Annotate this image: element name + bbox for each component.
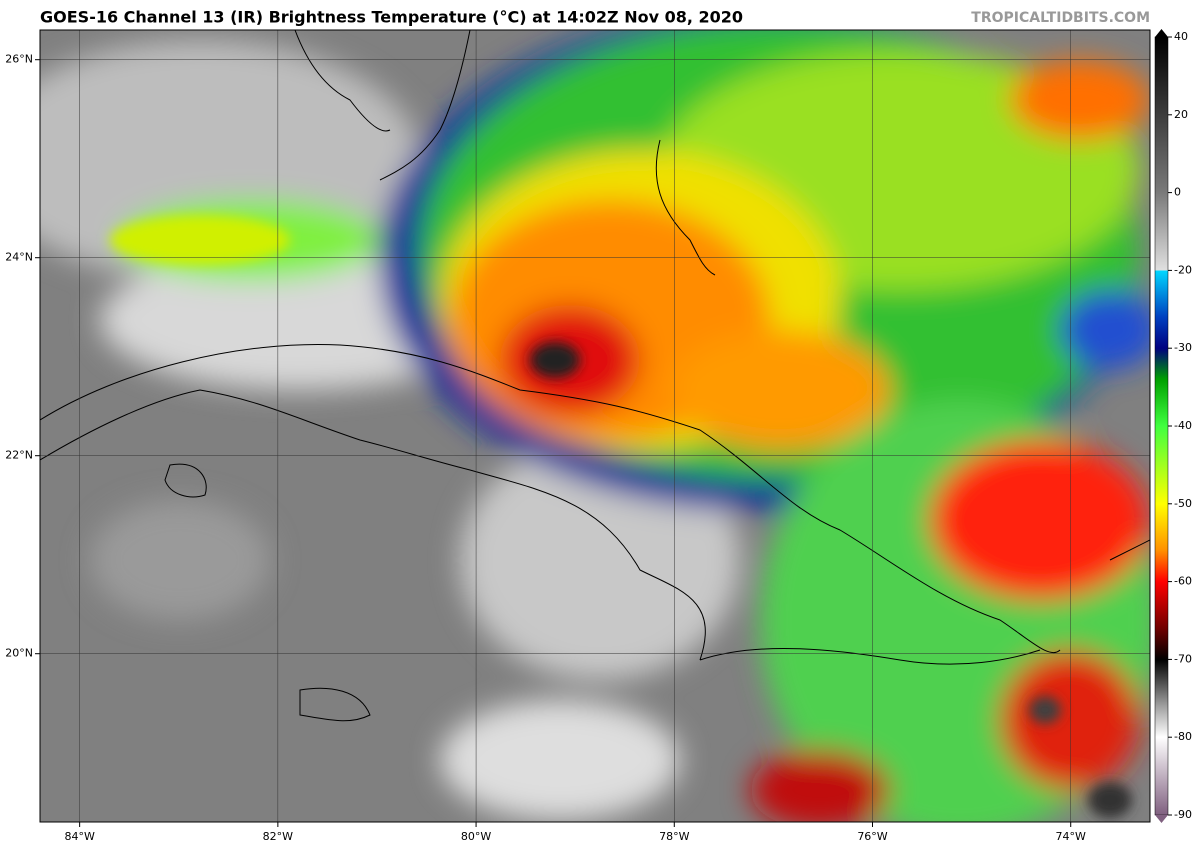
credit: TROPICALTIDBITS.COM xyxy=(971,10,1150,26)
colorbar-tick-label: -70 xyxy=(1174,652,1192,665)
colorbar-tick-label: -30 xyxy=(1174,341,1192,354)
colorbar-tick-label: 40 xyxy=(1174,30,1188,43)
colorbar-extend-top xyxy=(1155,29,1168,37)
map-frame xyxy=(39,29,1151,823)
lon-tick-label: 80°W xyxy=(461,830,491,843)
lat-tick-label: 26°N xyxy=(5,53,33,66)
colorbar-tick-label: -20 xyxy=(1174,263,1192,276)
colorbar-tick-label: 0 xyxy=(1174,186,1181,199)
satellite-imagery xyxy=(40,30,1150,822)
lat-tick-label: 24°N xyxy=(5,251,33,264)
colorbar-tick-label: 20 xyxy=(1174,108,1188,121)
title: GOES-16 Channel 13 (IR) Brightness Tempe… xyxy=(40,8,743,27)
colorbar-tick-label: -50 xyxy=(1174,497,1192,510)
lon-tick-label: 78°W xyxy=(659,830,689,843)
colorbar-extend-bottom xyxy=(1155,815,1168,823)
colorbar-tick-label: -60 xyxy=(1174,575,1192,588)
colorbar-tick-label: -40 xyxy=(1174,419,1192,432)
lon-tick-label: 76°W xyxy=(857,830,887,843)
lat-tick-label: 20°N xyxy=(5,647,33,660)
lon-tick-label: 82°W xyxy=(263,830,293,843)
graticule xyxy=(40,30,1150,822)
lat-tick-label: 22°N xyxy=(5,449,33,462)
colorbar-tick-label: -80 xyxy=(1174,730,1192,743)
colorbar-tick-label: -90 xyxy=(1174,808,1192,821)
lon-tick-label: 84°W xyxy=(64,830,94,843)
lon-tick-label: 74°W xyxy=(1056,830,1086,843)
colorbar xyxy=(1154,36,1169,816)
